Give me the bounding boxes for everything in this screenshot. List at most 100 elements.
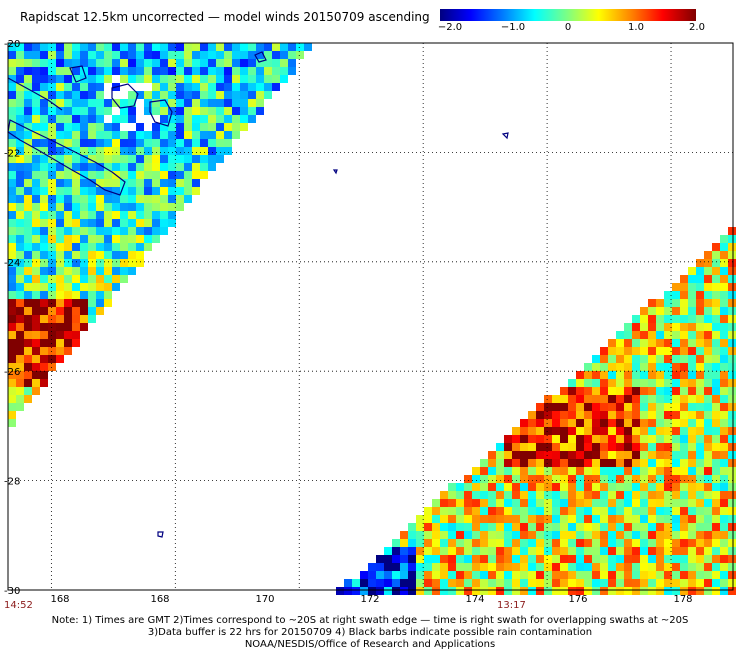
wind-cell xyxy=(80,267,88,275)
wind-cell xyxy=(720,523,728,531)
wind-cell xyxy=(160,219,168,227)
wind-cell xyxy=(632,563,640,571)
wind-cell xyxy=(272,83,280,91)
wind-cell xyxy=(24,195,32,203)
wind-cell xyxy=(680,307,688,315)
wind-cell xyxy=(544,411,552,419)
wind-cell xyxy=(104,235,112,243)
wind-cell xyxy=(600,347,608,355)
wind-cell xyxy=(216,139,224,147)
wind-cell xyxy=(104,291,112,299)
wind-cell xyxy=(720,483,728,491)
wind-cell xyxy=(184,155,192,163)
wind-cell xyxy=(232,123,240,131)
wind-cell xyxy=(632,443,640,451)
wind-cell xyxy=(664,355,672,363)
wind-cell xyxy=(664,539,672,547)
wind-cell xyxy=(440,515,448,523)
wind-cell xyxy=(96,275,104,283)
wind-cell xyxy=(720,499,728,507)
wind-cell xyxy=(176,179,184,187)
wind-cell xyxy=(624,331,632,339)
wind-cell xyxy=(192,187,200,195)
wind-cell xyxy=(568,491,576,499)
wind-cell xyxy=(504,443,512,451)
wind-cell xyxy=(592,435,600,443)
wind-cell xyxy=(688,411,696,419)
wind-cell xyxy=(288,59,296,67)
wind-cell xyxy=(152,171,160,179)
wind-cell xyxy=(184,83,192,91)
wind-cell xyxy=(616,451,624,459)
wind-cell xyxy=(696,435,704,443)
wind-cell xyxy=(80,283,88,291)
wind-cell xyxy=(440,571,448,579)
wind-cell xyxy=(128,59,136,67)
wind-cell xyxy=(56,163,64,171)
wind-cell xyxy=(176,195,184,203)
wind-cell xyxy=(488,451,496,459)
wind-cell xyxy=(672,443,680,451)
wind-cell xyxy=(72,163,80,171)
wind-cell xyxy=(640,523,648,531)
wind-cell xyxy=(424,507,432,515)
wind-cell xyxy=(24,387,32,395)
wind-cell xyxy=(32,75,40,83)
wind-cell xyxy=(616,419,624,427)
wind-cell xyxy=(704,523,712,531)
wind-cell xyxy=(128,267,136,275)
wind-cell xyxy=(656,547,664,555)
wind-cell xyxy=(672,491,680,499)
wind-cell xyxy=(632,571,640,579)
wind-cell xyxy=(496,483,504,491)
loyalty-island-coastline xyxy=(149,99,173,127)
wind-cell xyxy=(584,547,592,555)
wind-cell xyxy=(88,235,96,243)
wind-cell xyxy=(504,571,512,579)
wind-cell xyxy=(664,323,672,331)
wind-cell xyxy=(264,43,272,51)
wind-cell xyxy=(712,339,720,347)
wind-cell xyxy=(672,563,680,571)
wind-cell xyxy=(520,547,528,555)
wind-cell xyxy=(456,523,464,531)
wind-cell xyxy=(88,171,96,179)
wind-cell xyxy=(496,563,504,571)
wind-cell xyxy=(528,443,536,451)
wind-cell xyxy=(640,459,648,467)
wind-cell xyxy=(24,251,32,259)
wind-cell xyxy=(624,587,632,595)
wind-cell xyxy=(712,555,720,563)
wind-cell xyxy=(104,195,112,203)
wind-cell xyxy=(56,107,64,115)
wind-cell xyxy=(520,515,528,523)
wind-cell xyxy=(608,531,616,539)
colorbar-tick: 0 xyxy=(564,22,572,33)
wind-cell xyxy=(392,547,400,555)
wind-cell xyxy=(248,83,256,91)
wind-cell xyxy=(88,203,96,211)
wind-cell xyxy=(208,155,216,163)
wind-cell xyxy=(104,155,112,163)
wind-cell xyxy=(520,483,528,491)
wind-cell xyxy=(632,331,640,339)
wind-cell xyxy=(448,523,456,531)
wind-cell xyxy=(584,379,592,387)
wind-cell xyxy=(528,563,536,571)
wind-cell xyxy=(392,571,400,579)
wind-cell xyxy=(544,515,552,523)
wind-cell xyxy=(568,467,576,475)
wind-cell xyxy=(152,67,160,75)
wind-cell xyxy=(488,523,496,531)
wind-cell xyxy=(544,483,552,491)
wind-cell xyxy=(64,275,72,283)
wind-cell xyxy=(8,235,16,243)
wind-cell xyxy=(704,563,712,571)
wind-cell xyxy=(176,67,184,75)
wind-cell xyxy=(632,459,640,467)
wind-cell xyxy=(168,203,176,211)
wind-cell xyxy=(664,363,672,371)
wind-cell xyxy=(416,579,424,587)
wind-cell xyxy=(64,203,72,211)
wind-cell xyxy=(616,331,624,339)
